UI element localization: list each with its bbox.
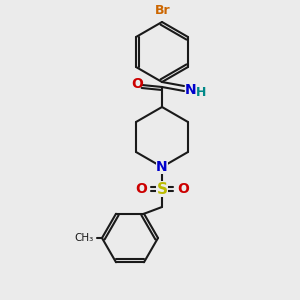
Text: N: N <box>185 83 196 97</box>
Text: O: O <box>131 77 143 91</box>
Text: S: S <box>157 182 167 196</box>
Text: O: O <box>135 182 147 196</box>
Text: H: H <box>196 86 206 100</box>
Text: N: N <box>156 160 168 174</box>
Text: O: O <box>177 182 189 196</box>
Text: Br: Br <box>155 4 171 17</box>
Text: CH₃: CH₃ <box>75 233 94 243</box>
